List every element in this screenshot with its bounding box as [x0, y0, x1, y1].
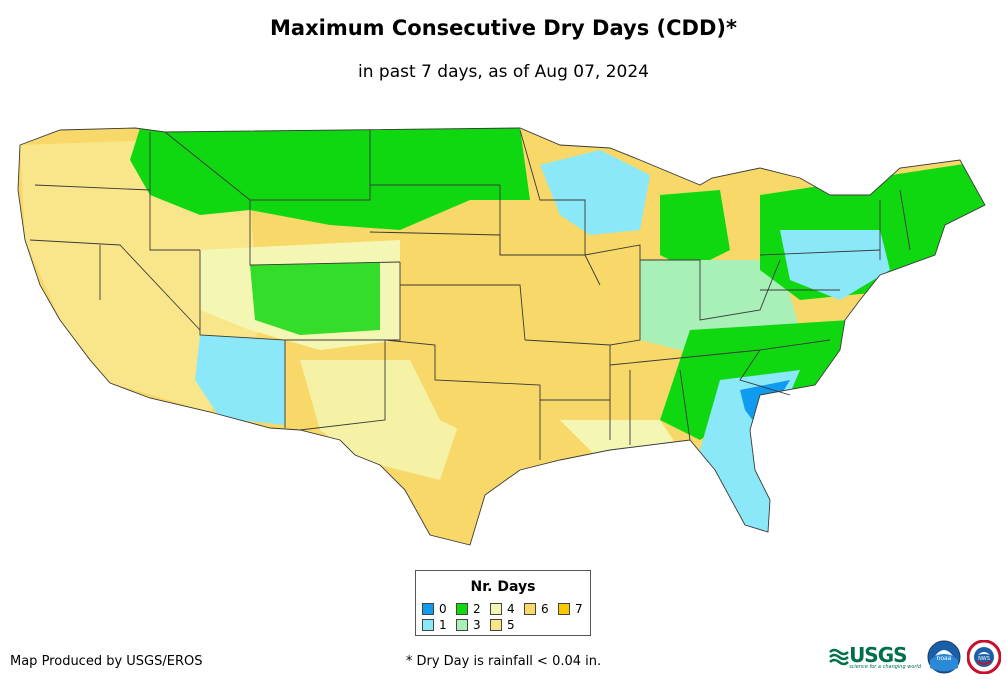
usgs-tagline: science for a changing world: [849, 663, 921, 670]
legend-item-7: 7: [558, 602, 583, 616]
state-borders: [17, 127, 986, 546]
area-plains-6-days: [400, 240, 640, 460]
area-north-2-days: [130, 128, 530, 230]
usgs-wave-icon: [829, 648, 849, 666]
legend-label-3: 3: [473, 618, 481, 632]
legend-swatch-2: [456, 603, 468, 615]
nws-wordmark: NWS: [978, 656, 990, 662]
agency-logos: USGS science for a changing world noaa N…: [829, 640, 1001, 674]
area-michigan-2-days: [660, 190, 730, 270]
area-colorado-2-days: [250, 262, 380, 335]
legend-swatch-0: [422, 603, 434, 615]
area-ne-corridor-1-day: [780, 230, 890, 300]
usgs-wordmark: USGS: [849, 642, 907, 667]
legend-label-4: 4: [507, 602, 515, 616]
legend-swatch-3: [456, 619, 468, 631]
legend-item-1: 1: [422, 618, 447, 632]
legend-label-0: 0: [439, 602, 447, 616]
noaa-logo-icon: noaa: [927, 640, 961, 674]
legend-label-1: 1: [439, 618, 447, 632]
legend-label-7: 7: [575, 602, 583, 616]
map-subtitle: in past 7 days, as of Aug 07, 2024: [358, 62, 649, 82]
legend-swatch-1: [422, 619, 434, 631]
legend-item-2: 2: [456, 602, 481, 616]
legend-label-5: 5: [507, 618, 515, 632]
area-nm-texas-4-days: [300, 360, 460, 480]
area-arizona-1-day: [195, 335, 285, 425]
legend-swatch-4: [490, 603, 502, 615]
legend-label-2: 2: [473, 602, 481, 616]
legend-swatch-6: [524, 603, 536, 615]
legend: Nr. Days 0 1 2 3 4 5 6 7: [415, 570, 591, 636]
legend-label-6: 6: [541, 602, 549, 616]
noaa-wordmark: noaa: [937, 655, 952, 662]
map-title: Maximum Consecutive Dry Days (CDD)*: [270, 16, 737, 40]
dry-day-footnote: * Dry Day is rainfall < 0.04 in.: [405, 654, 602, 669]
legend-item-5: 5: [490, 618, 515, 632]
us-cdd-map: [17, 127, 986, 546]
area-wisconsin-1-day: [540, 150, 650, 235]
legend-item-6: 6: [524, 602, 549, 616]
map-credit: Map Produced by USGS/EROS: [10, 654, 203, 669]
legend-item-3: 3: [456, 618, 481, 632]
legend-title: Nr. Days: [470, 579, 536, 595]
legend-swatch-7: [558, 603, 570, 615]
usgs-logo: USGS science for a changing world: [829, 645, 921, 670]
legend-item-4: 4: [490, 602, 515, 616]
legend-item-0: 0: [422, 602, 447, 616]
nws-logo-icon: NWS: [967, 640, 1001, 674]
legend-swatch-5: [490, 619, 502, 631]
